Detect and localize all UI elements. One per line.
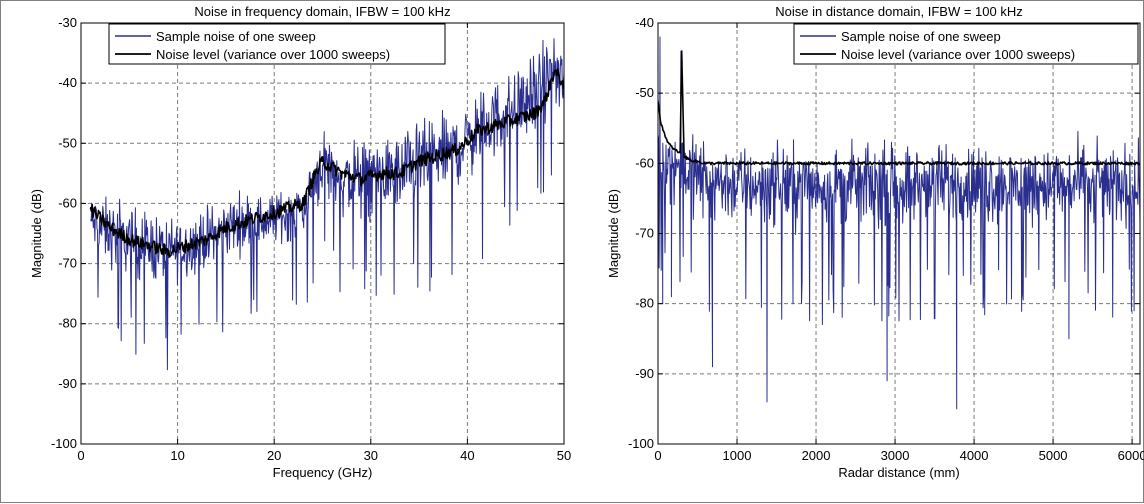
y-tick-label: -50 bbox=[58, 135, 77, 150]
axes-box bbox=[80, 22, 565, 445]
x-tick-label: 10 bbox=[170, 448, 184, 463]
y-tick-label: -80 bbox=[635, 296, 654, 311]
data-series bbox=[658, 36, 1140, 410]
y-tick-label: -30 bbox=[58, 15, 77, 30]
y-tick-label: -40 bbox=[635, 15, 654, 30]
x-tick-label: 0 bbox=[654, 448, 661, 463]
legend: Sample noise of one sweep Noise level (va… bbox=[793, 23, 1139, 65]
data-series bbox=[89, 38, 564, 371]
legend-label: Noise level (variance over 1000 sweeps) bbox=[841, 47, 1075, 62]
y-tick-label: -90 bbox=[58, 376, 77, 391]
distance-domain-plot: 0 1000 2000 3000 4000 5000 6000 -100 -90 -80 -70 -6… bbox=[606, 4, 1144, 480]
series-line-sample-noise bbox=[658, 36, 1140, 410]
y-tick-label: -40 bbox=[58, 75, 77, 90]
series-line-noise-level bbox=[89, 68, 564, 258]
y-tick-label: -80 bbox=[58, 316, 77, 331]
x-tick-label: 50 bbox=[557, 448, 571, 463]
y-tick-label: -100 bbox=[51, 436, 77, 451]
x-tick-label: 1000 bbox=[723, 448, 752, 463]
x-axis-label: Radar distance (mm) bbox=[838, 465, 959, 480]
frequency-domain-plot: 0 10 20 30 40 50 -100 -90 -80 -70 -60 -50 -40 -30 Nois… bbox=[29, 4, 571, 480]
chart-title: Noise in frequency domain, IFBW = 100 kH… bbox=[194, 4, 450, 19]
series-line-noise-level bbox=[658, 50, 1140, 166]
legend-label: Noise level (variance over 1000 sweeps) bbox=[156, 47, 390, 62]
y-tick-label: -70 bbox=[635, 226, 654, 241]
y-tick-label: -90 bbox=[635, 366, 654, 381]
x-tick-label: 30 bbox=[364, 448, 378, 463]
legend-label: Sample noise of one sweep bbox=[841, 29, 1001, 44]
y-axis-label: Magnitude (dB) bbox=[606, 189, 621, 278]
x-axis-label: Frequency (GHz) bbox=[273, 465, 373, 480]
legend-box bbox=[108, 23, 446, 65]
x-tick-label: 6000 bbox=[1118, 448, 1144, 463]
x-tick-label: 3000 bbox=[881, 448, 910, 463]
x-tick-label: 5000 bbox=[1039, 448, 1068, 463]
x-tick-label: 2000 bbox=[802, 448, 831, 463]
x-tick-label: 40 bbox=[460, 448, 474, 463]
plot-area bbox=[81, 23, 564, 444]
x-tick-label: 20 bbox=[267, 448, 281, 463]
legend-label: Sample noise of one sweep bbox=[156, 29, 316, 44]
x-tick-label: 4000 bbox=[960, 448, 989, 463]
legend-box bbox=[793, 23, 1139, 65]
legend: Sample noise of one sweep Noise level (va… bbox=[108, 23, 446, 65]
y-tick-label: -50 bbox=[635, 85, 654, 100]
y-axis-label: Magnitude (dB) bbox=[29, 189, 44, 278]
x-tick-label: 0 bbox=[77, 448, 84, 463]
series-line-sample-noise bbox=[90, 38, 564, 371]
y-tick-label: -60 bbox=[635, 155, 654, 170]
chart-title: Noise in distance domain, IFBW = 100 kHz bbox=[775, 4, 1022, 19]
y-tick-label: -70 bbox=[58, 256, 77, 271]
y-tick-label: -100 bbox=[628, 436, 654, 451]
y-tick-label: -60 bbox=[58, 195, 77, 210]
